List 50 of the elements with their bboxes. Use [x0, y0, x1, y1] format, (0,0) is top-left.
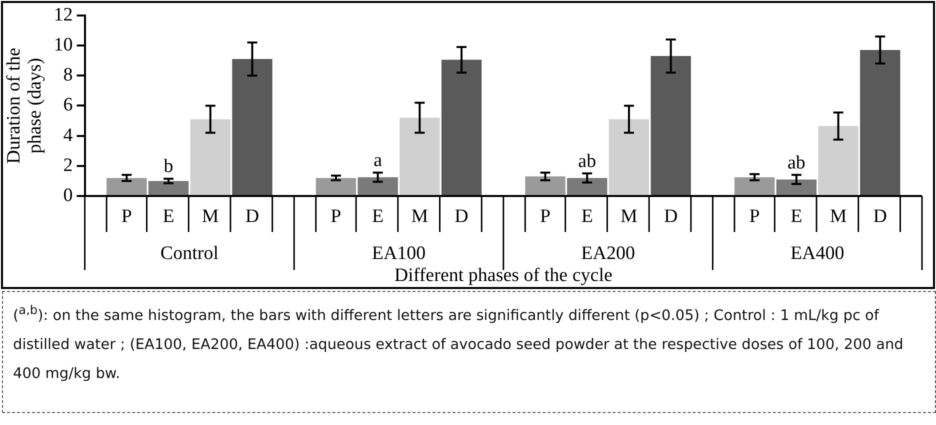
y-axis-title: Duration of the phase (days) — [3, 48, 46, 164]
text: E — [790, 206, 802, 227]
series-label: D — [245, 206, 260, 227]
x-tick-label: EA200 — [581, 242, 635, 264]
y-tick-label: 0 — [63, 184, 73, 206]
text: E — [372, 206, 384, 227]
bar — [860, 50, 900, 195]
text: M — [620, 206, 638, 227]
x-tick-label: EA100 — [372, 242, 426, 264]
annotation: ab — [578, 150, 596, 172]
y-tick-label: 10 — [54, 34, 73, 56]
text: D — [664, 206, 678, 227]
text: M — [411, 206, 428, 227]
bar — [190, 119, 230, 195]
y-tick-label: 8 — [63, 64, 73, 86]
text: P — [540, 206, 551, 227]
bar — [818, 126, 858, 195]
bar — [441, 60, 482, 195]
bar — [400, 118, 440, 195]
x-tick-label: Control — [160, 242, 218, 264]
text: P — [749, 206, 760, 227]
y-tick-label: 4 — [63, 124, 74, 146]
text: ($^{a,b}$): on the same histogram, the bars with different letters are significantly different (p<0.05) ; Control : 1 mL/kg pc of distilled water ; (EA100, EA200, EA400) :aqueous extract of avocado seed powder at the respective doses of 100, 200 and 400 mg/kg bw. — [2, 291, 936, 413]
bar — [650, 56, 691, 195]
bar — [148, 180, 189, 195]
annotation: b — [164, 156, 174, 178]
series-label: E — [162, 206, 174, 227]
bar — [525, 176, 566, 195]
y-tick-label: 2 — [63, 154, 73, 176]
annotation: ab — [787, 152, 806, 174]
bar — [358, 177, 398, 195]
bar — [316, 178, 356, 195]
bar — [232, 59, 272, 195]
text: E — [581, 206, 593, 227]
text: P — [330, 206, 342, 227]
bar — [734, 177, 775, 195]
bar — [776, 179, 817, 195]
text: D — [873, 206, 888, 227]
series-label: M — [202, 206, 219, 227]
annotation: a — [374, 150, 383, 172]
text: D — [454, 206, 468, 227]
x-axis-title: Different phases of the cycle — [394, 264, 612, 286]
x-tick-label: EA400 — [790, 242, 844, 264]
bar — [567, 178, 608, 195]
text: M — [830, 206, 847, 227]
bar — [106, 178, 147, 195]
series-label: P — [121, 206, 132, 227]
bar — [608, 119, 650, 195]
y-tick-label: 12 — [54, 4, 73, 26]
y-tick-label: 6 — [63, 94, 73, 116]
